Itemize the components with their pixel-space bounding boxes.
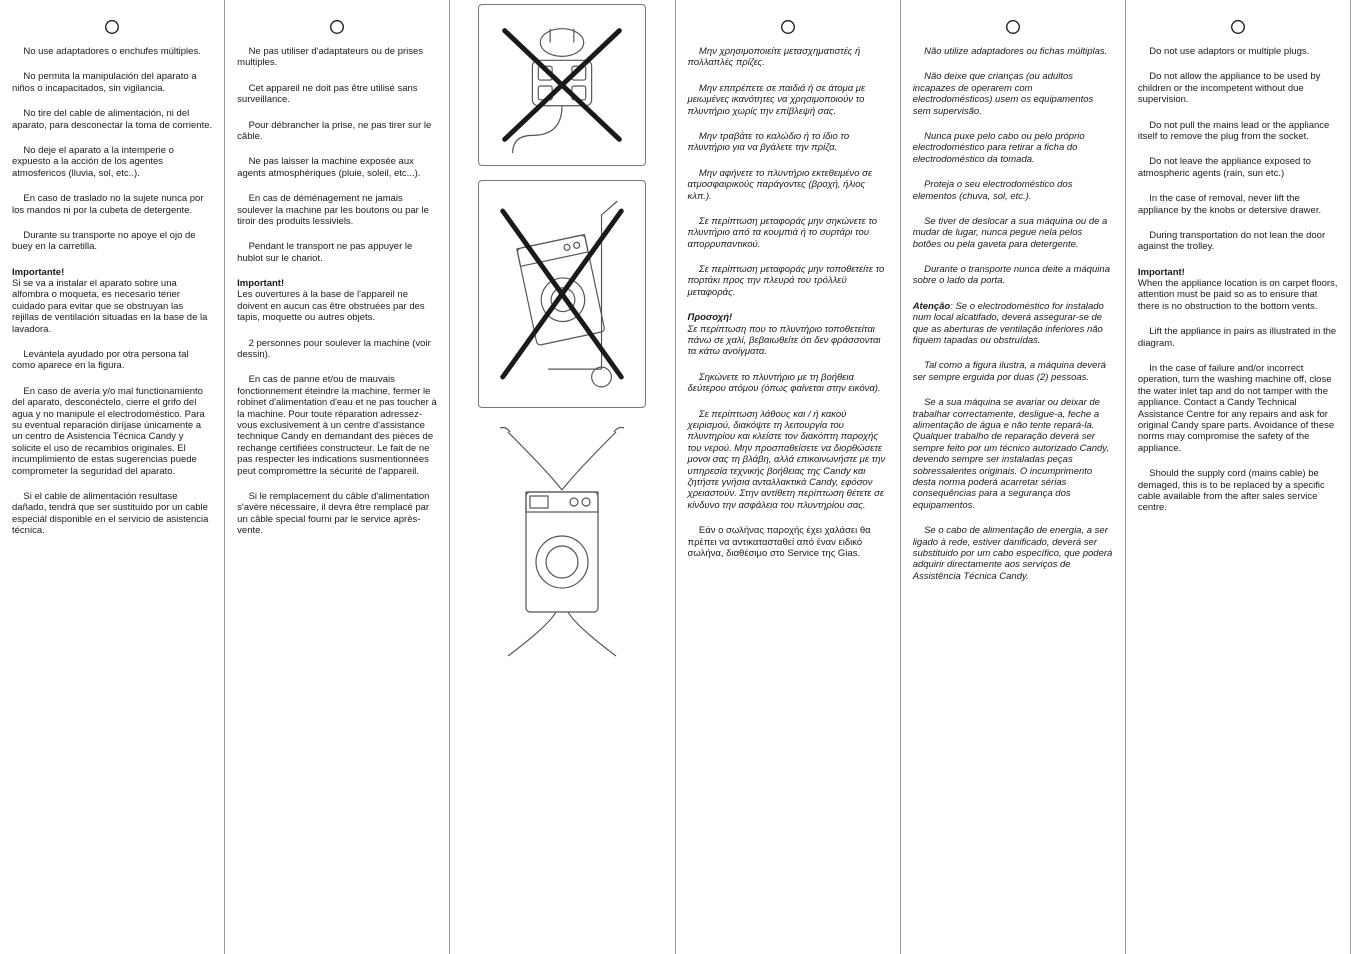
fr-p8: 2 personnes pour soulever la machine (vo… — [237, 338, 437, 361]
en-p6: During transportation do not lean the do… — [1138, 230, 1338, 253]
fr-head: Important! — [237, 278, 437, 289]
es-p4: No deje el aparato a la intemperie o exp… — [12, 145, 212, 179]
el-p3: Μην τραβάτε το καλώδιο ή το ίδιο το πλυν… — [688, 131, 888, 154]
illus-two-person-lift — [478, 422, 646, 666]
fr-p10: Si le remplacement du câble d'alimentati… — [237, 491, 437, 537]
en-p1: Do not use adaptors or multiple plugs. — [1138, 46, 1338, 57]
es-p8: Levántela ayudado por otra persona tal c… — [12, 349, 212, 372]
es-p2: No permita la manipulación del aparato a… — [12, 71, 212, 94]
pt-p4: Proteja o seu electrodoméstico dos eleme… — [913, 179, 1113, 202]
el-p9: Σε περίπτωση λάθους και / ή κακού χειρισ… — [688, 409, 888, 512]
pt-head: Atenção — [913, 301, 950, 312]
en-p4: Do not leave the appliance exposed to at… — [1138, 156, 1338, 179]
illus-trolley-no — [478, 180, 646, 408]
pt-p3: Nunca puxe pelo cabo ou pelo próprio ele… — [913, 131, 1113, 165]
el-head: Προσοχή! — [688, 312, 888, 323]
el-p2: Μην επιτρέπετε σε παιδιά ή σε άτομα με μ… — [688, 83, 888, 117]
column-es: No use adaptadores o enchufes múltiples.… — [0, 0, 225, 954]
pt-p1: Não utilize adaptadores ou fichas múltip… — [913, 46, 1113, 57]
column-el: Μην χρησιμοποιείτε μετασχηματιστές ή πολ… — [676, 0, 901, 954]
es-p7: Si se va a instalar el aparato sobre una… — [12, 278, 212, 335]
header-icon — [1138, 18, 1338, 36]
pt-p9: Se a sua máquina se avariar ou deixar de… — [913, 397, 1113, 511]
pt-head-block: Atenção: Se o electrodoméstico for insta… — [913, 301, 1113, 347]
header-icon — [12, 18, 212, 36]
fr-p9: En cas de panne et/ou de mauvais fonctio… — [237, 374, 437, 477]
fr-p6: Pendant le transport ne pas appuyer le h… — [237, 241, 437, 264]
en-p3: Do not pull the mains lead or the applia… — [1138, 120, 1338, 143]
fr-p7: Les ouvertures à la base de l'appareil n… — [237, 289, 437, 323]
es-p10: Si el cable de alimentación resultase da… — [12, 491, 212, 537]
column-pt: Não utilize adaptadores ou fichas múltip… — [901, 0, 1126, 954]
el-p4: Μην αφήνετε το πλυντήριο εκτεθειμένο σε … — [688, 168, 888, 202]
header-icon — [913, 18, 1113, 36]
en-p9: In the case of failure and/or incorrect … — [1138, 363, 1338, 454]
es-p1: No use adaptadores o enchufes múltiples. — [12, 46, 212, 57]
fr-p2: Cet appareil ne doit pas être utilisé sa… — [237, 83, 437, 106]
column-illustrations — [450, 0, 675, 954]
en-head: Important! — [1138, 267, 1338, 278]
es-p6: Durante su transporte no apoye el ojo de… — [12, 230, 212, 253]
el-p1: Μην χρησιμοποιείτε μετασχηματιστές ή πολ… — [688, 46, 888, 69]
column-fr: Ne pas utiliser d'adaptateurs ou de pris… — [225, 0, 450, 954]
pt-p5: Se tiver de deslocar a sua máquina ou de… — [913, 216, 1113, 250]
pt-p2: Não deixe que crianças (ou adultos incap… — [913, 71, 1113, 117]
pt-p6: Durante o transporte nunca deite a máqui… — [913, 264, 1113, 287]
en-p5: In the case of removal, never lift the a… — [1138, 193, 1338, 216]
es-p5: En caso de traslado no la sujete nunca p… — [12, 193, 212, 216]
el-p7: Σε περίπτωση που το πλυντήριο τοποθετείτ… — [688, 324, 888, 358]
fr-p3: Pour débrancher la prise, ne pas tirer s… — [237, 120, 437, 143]
es-head: Importante! — [12, 267, 212, 278]
el-p6: Σε περίπτωση μεταφοράς μην τοποθετείτε τ… — [688, 264, 888, 298]
fr-p4: Ne pas laisser la machine exposée aux ag… — [237, 156, 437, 179]
en-p10: Should the supply cord (mains cable) be … — [1138, 468, 1338, 514]
header-icon — [237, 18, 437, 36]
fr-p5: En cas de déménagement ne jamais souleve… — [237, 193, 437, 227]
pt-p8: Tal como a figura ilustra, a máquina dev… — [913, 360, 1113, 383]
column-en: Do not use adaptors or multiple plugs. D… — [1126, 0, 1351, 954]
illus-multiplug-no — [478, 4, 646, 166]
en-p2: Do not allow the appliance to be used by… — [1138, 71, 1338, 105]
en-p7: When the appliance location is on carpet… — [1138, 278, 1338, 312]
en-p8: Lift the appliance in pairs as illustrat… — [1138, 326, 1338, 349]
es-p3: No tire del cable de alimentación, ni de… — [12, 108, 212, 131]
pt-p10: Se o cabo de alimentação de energia, a s… — [913, 525, 1113, 582]
header-icon — [688, 18, 888, 36]
es-p9: En caso de avería y/o mal functionamient… — [12, 386, 212, 477]
el-p8: Σηκώνετε το πλυντήριο με τη βοήθεια δεύτ… — [688, 372, 888, 395]
fr-p1: Ne pas utiliser d'adaptateurs ou de pris… — [237, 46, 437, 69]
el-p10: Εάν ο σωλήνας παροχής έχει χαλάσει θα πρ… — [688, 525, 888, 559]
el-p5: Σε περίπτωση μεταφοράς μην σηκώνετε το π… — [688, 216, 888, 250]
